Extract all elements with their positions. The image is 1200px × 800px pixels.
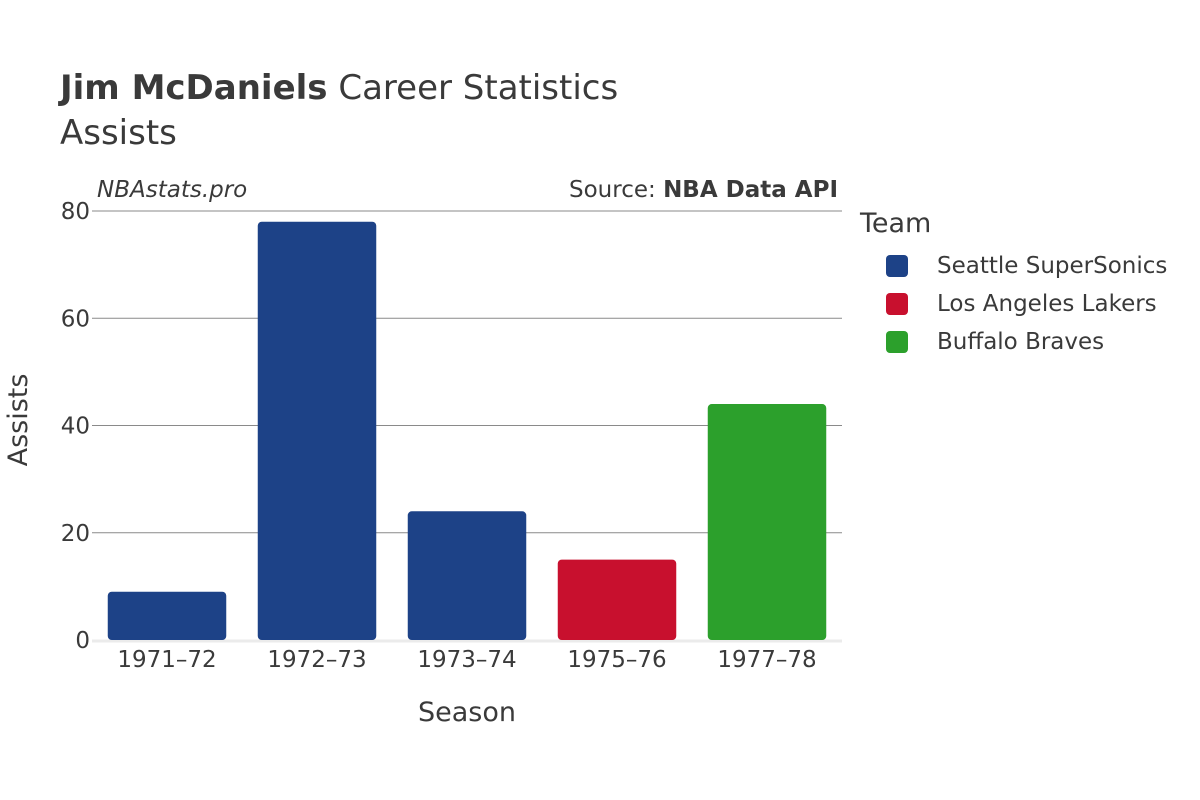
watermark: NBAstats.pro (97, 177, 248, 203)
y-tick-label: 0 (75, 628, 90, 654)
y-axis-label: Assists (3, 374, 34, 467)
title-suffix: Career Statistics (327, 68, 619, 108)
bar[interactable] (107, 591, 227, 640)
tick-labels: 0 20 40 60 80 1971–72 1972–73 1973–74 1975–76 197… (61, 199, 817, 673)
legend-item-los-angeles-lakers[interactable]: Los Angeles Lakers (860, 285, 1167, 323)
legend-swatch (886, 255, 908, 277)
x-tick-label: 1975–76 (567, 647, 666, 673)
legend-swatch (886, 331, 908, 353)
bar[interactable] (407, 511, 527, 640)
bar[interactable] (257, 221, 377, 640)
source-name: NBA Data API (663, 177, 838, 203)
bar[interactable] (557, 559, 677, 640)
legend: Team Seattle SuperSonics Los Angeles Lak… (860, 208, 1167, 361)
legend-label: Buffalo Braves (937, 329, 1105, 355)
y-tick-label: 20 (61, 521, 90, 547)
y-tick-label: 80 (61, 199, 90, 225)
legend-item-buffalo-braves[interactable]: Buffalo Braves (860, 323, 1167, 361)
source-prefix: Source: (569, 177, 664, 203)
x-axis-label: Season (418, 697, 516, 728)
bar[interactable] (707, 404, 827, 640)
y-tick-label: 40 (61, 414, 90, 440)
legend-label: Seattle SuperSonics (937, 253, 1168, 279)
x-tick-label: 1971–72 (117, 647, 216, 673)
legend-title: Team (860, 208, 932, 239)
chart-subtitle: Assists (60, 113, 177, 153)
y-tick-label: 60 (61, 306, 90, 332)
x-tick-label: 1972–73 (267, 647, 366, 673)
source-credit: Source: NBA Data API (569, 177, 838, 203)
legend-item-seattle-supersonics[interactable]: Seattle SuperSonics (860, 247, 1167, 285)
bars (107, 221, 827, 640)
player-name: Jim McDaniels (60, 68, 328, 108)
legend-swatch (886, 293, 908, 315)
x-tick-label: 1977–78 (717, 647, 816, 673)
chart-title: Jim McDaniels Career Statistics (60, 68, 618, 108)
legend-label: Los Angeles Lakers (937, 291, 1157, 317)
x-tick-label: 1973–74 (417, 647, 516, 673)
